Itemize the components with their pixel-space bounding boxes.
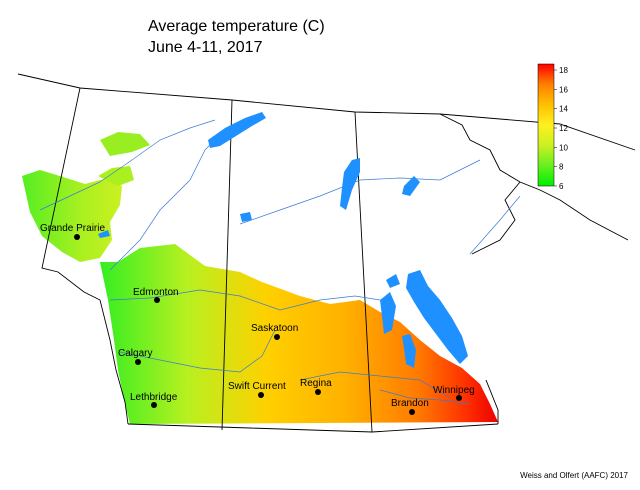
city-dot xyxy=(274,334,280,340)
alberta-saskatchewan-border xyxy=(221,99,233,431)
city-dot xyxy=(315,389,321,395)
lake-winnipeg xyxy=(406,270,468,364)
legend-tick-label: 12 xyxy=(559,124,568,133)
credit-text: Weiss and Olfert (AAFC) 2017 xyxy=(520,471,628,480)
city-dot xyxy=(74,234,80,240)
alberta-west-border xyxy=(41,87,129,425)
temperature-field-peace-arm xyxy=(100,132,150,156)
city-label: Winnipeg xyxy=(433,385,475,396)
title-line-2: June 4-11, 2017 xyxy=(148,39,263,56)
legend-tick-label: 14 xyxy=(559,105,568,114)
city-dot xyxy=(258,392,264,398)
legend-color-bar xyxy=(537,63,555,187)
legend-ticks: 6 8 10 12 14 16 18 xyxy=(554,66,568,191)
city-label: Edmonton xyxy=(133,287,179,298)
lake-athabasca xyxy=(208,112,266,148)
legend-tick-label: 8 xyxy=(559,163,564,172)
temperature-field-north xyxy=(22,170,122,262)
peace-river xyxy=(39,119,216,211)
city-dot xyxy=(135,359,141,365)
city-dot xyxy=(456,395,462,401)
northern-boundary xyxy=(17,73,636,151)
city-label: Saskatoon xyxy=(251,323,298,334)
rivers xyxy=(39,119,521,405)
assiniboine-river xyxy=(379,389,471,405)
city-label: Swift Current xyxy=(228,381,286,392)
south-saskatchewan-river xyxy=(119,329,276,373)
city-markers: Grande Prairie Edmonton Calgary Lethbridge S… xyxy=(40,223,475,415)
lake-winnipegosis xyxy=(380,292,396,334)
city-label: Regina xyxy=(300,378,332,389)
legend-tick-label: 6 xyxy=(559,182,564,191)
city-dot xyxy=(154,297,160,303)
city-dot xyxy=(151,402,157,408)
cree-lake xyxy=(240,212,252,222)
lesser-slave-lake xyxy=(98,230,110,238)
temperature-legend: 6 8 10 12 14 16 18 xyxy=(537,63,568,191)
manitoba-southeast xyxy=(485,379,499,424)
hudson-bay-coast xyxy=(439,113,629,241)
north-saskatchewan-river xyxy=(109,289,381,311)
cedar-lake xyxy=(386,274,400,288)
legend-tick-label: 18 xyxy=(559,66,568,75)
lake-manitoba xyxy=(402,334,416,368)
city-label: Grande Prairie xyxy=(40,223,105,234)
temperature-field-north-patch xyxy=(98,166,134,186)
athabasca-river xyxy=(109,129,226,271)
city-label: Brandon xyxy=(391,398,429,409)
manitoba-east-border xyxy=(471,181,521,255)
churchill-river xyxy=(239,159,481,225)
qu-appelle-river xyxy=(299,371,451,399)
title-line-1: Average temperature (C) xyxy=(148,18,325,35)
map-title: Average temperature (C) June 4-11, 2017 xyxy=(148,16,325,58)
city-dot xyxy=(409,409,415,415)
us-border xyxy=(127,423,499,433)
legend-tick-label: 16 xyxy=(559,85,568,94)
reindeer-lake xyxy=(340,158,360,210)
city-label: Lethbridge xyxy=(130,392,178,403)
southern-indian-lake xyxy=(402,176,420,196)
lakes xyxy=(98,112,468,368)
temperature-field-south xyxy=(100,244,498,424)
legend-tick-label: 10 xyxy=(559,143,568,152)
city-label: Calgary xyxy=(118,348,152,359)
nelson-river xyxy=(469,195,521,255)
